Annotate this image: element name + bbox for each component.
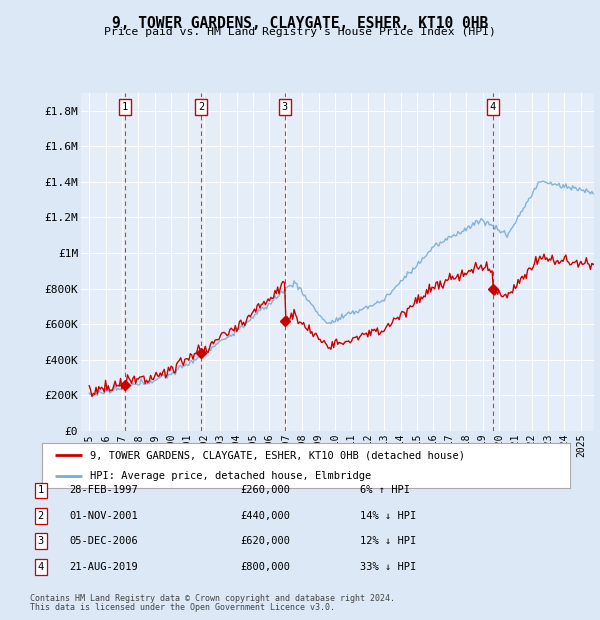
- Text: 4: 4: [38, 562, 44, 572]
- Text: 4: 4: [490, 102, 496, 112]
- Text: 28-FEB-1997: 28-FEB-1997: [69, 485, 138, 495]
- Text: 3: 3: [281, 102, 287, 112]
- Text: £620,000: £620,000: [240, 536, 290, 546]
- Text: 9, TOWER GARDENS, CLAYGATE, ESHER, KT10 0HB (detached house): 9, TOWER GARDENS, CLAYGATE, ESHER, KT10 …: [89, 450, 464, 461]
- Text: Price paid vs. HM Land Registry's House Price Index (HPI): Price paid vs. HM Land Registry's House …: [104, 27, 496, 37]
- Text: 9, TOWER GARDENS, CLAYGATE, ESHER, KT10 0HB: 9, TOWER GARDENS, CLAYGATE, ESHER, KT10 …: [112, 16, 488, 31]
- Text: HPI: Average price, detached house, Elmbridge: HPI: Average price, detached house, Elmb…: [89, 471, 371, 481]
- Text: 2: 2: [198, 102, 204, 112]
- Text: 1: 1: [121, 102, 128, 112]
- Text: £260,000: £260,000: [240, 485, 290, 495]
- Text: 05-DEC-2006: 05-DEC-2006: [69, 536, 138, 546]
- Text: 14% ↓ HPI: 14% ↓ HPI: [360, 511, 416, 521]
- Text: 2: 2: [38, 511, 44, 521]
- Text: 21-AUG-2019: 21-AUG-2019: [69, 562, 138, 572]
- Text: 01-NOV-2001: 01-NOV-2001: [69, 511, 138, 521]
- Text: This data is licensed under the Open Government Licence v3.0.: This data is licensed under the Open Gov…: [30, 603, 335, 612]
- Text: Contains HM Land Registry data © Crown copyright and database right 2024.: Contains HM Land Registry data © Crown c…: [30, 593, 395, 603]
- Text: 6% ↑ HPI: 6% ↑ HPI: [360, 485, 410, 495]
- Text: £440,000: £440,000: [240, 511, 290, 521]
- Text: £800,000: £800,000: [240, 562, 290, 572]
- Text: 1: 1: [38, 485, 44, 495]
- Text: 33% ↓ HPI: 33% ↓ HPI: [360, 562, 416, 572]
- Text: 12% ↓ HPI: 12% ↓ HPI: [360, 536, 416, 546]
- Text: 3: 3: [38, 536, 44, 546]
